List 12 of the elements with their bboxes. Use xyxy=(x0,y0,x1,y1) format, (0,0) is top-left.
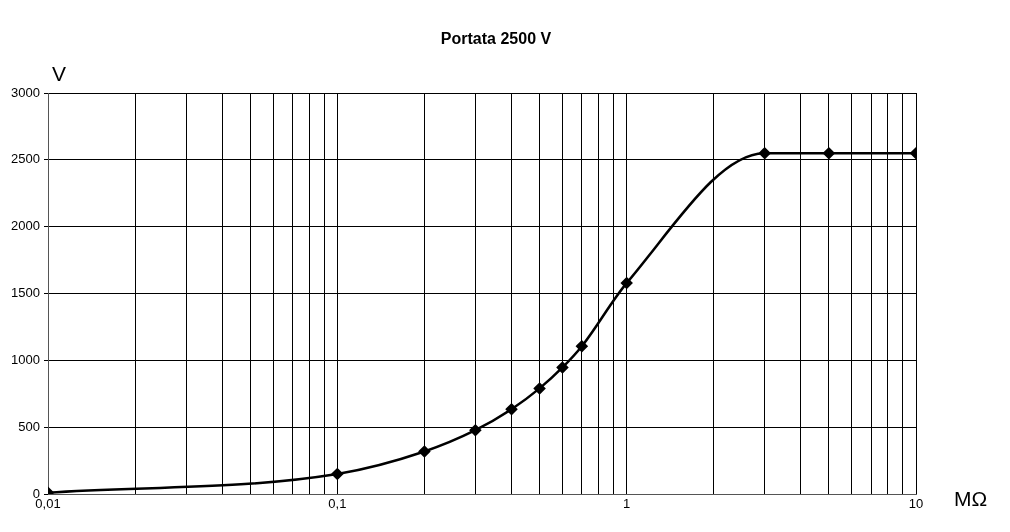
x-tick-label: 10 xyxy=(908,496,924,512)
x-tick-label: 1 xyxy=(623,496,631,512)
y-tick-label: 1000 xyxy=(11,351,40,367)
y-tick-label: 3000 xyxy=(11,84,40,100)
y-tick-label: 2500 xyxy=(11,151,40,167)
x-tick-label: 0,1 xyxy=(328,496,347,512)
x-axis-title: MΩ xyxy=(954,486,988,510)
chart-title: Portata 2500 V xyxy=(440,30,552,48)
y-tick-label: 1500 xyxy=(11,285,40,301)
y-tick-label: 500 xyxy=(18,418,40,434)
y-axis-title: V xyxy=(52,62,67,85)
y-tick-label: 2000 xyxy=(11,218,40,234)
